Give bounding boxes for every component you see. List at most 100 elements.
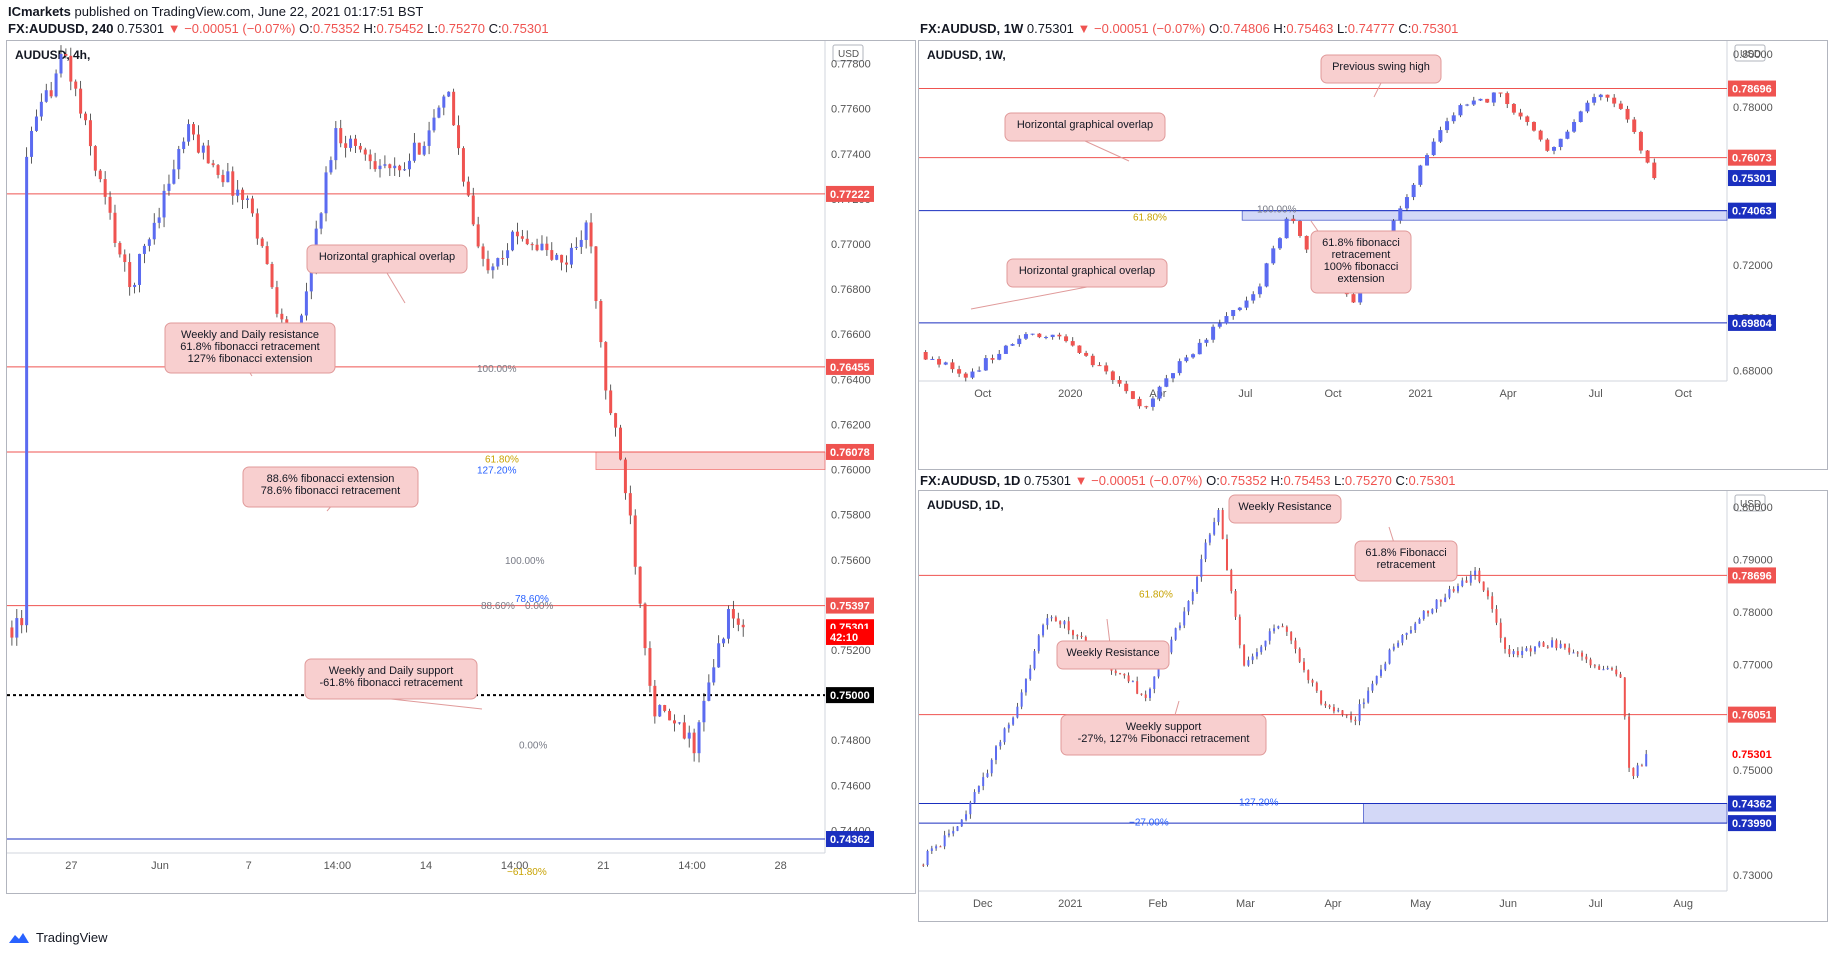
candle-body[interactable] xyxy=(59,53,63,74)
candle-body[interactable] xyxy=(997,353,1002,360)
candle-body[interactable] xyxy=(1117,379,1122,384)
candle-body[interactable] xyxy=(1187,601,1190,612)
candle-body[interactable] xyxy=(280,313,284,320)
candle-body[interactable] xyxy=(1632,767,1635,777)
candle-body[interactable] xyxy=(1271,248,1276,264)
candle-body[interactable] xyxy=(1332,707,1335,712)
candle-body[interactable] xyxy=(1320,690,1323,704)
candle-body[interactable] xyxy=(1452,589,1455,592)
candle-body[interactable] xyxy=(1397,642,1400,647)
candle-body[interactable] xyxy=(447,91,451,97)
candle-body[interactable] xyxy=(1401,635,1404,643)
candle-body[interactable] xyxy=(1606,668,1609,670)
candle-body[interactable] xyxy=(1645,754,1648,767)
candle-body[interactable] xyxy=(1144,406,1149,408)
candle-body[interactable] xyxy=(653,685,657,717)
candle-body[interactable] xyxy=(648,648,652,686)
candle-body[interactable] xyxy=(682,722,686,739)
candle-body[interactable] xyxy=(697,722,701,754)
candle-body[interactable] xyxy=(1538,130,1543,140)
candle-body[interactable] xyxy=(1625,108,1630,120)
candle-body[interactable] xyxy=(255,213,259,239)
candle-body[interactable] xyxy=(265,246,269,265)
candle-body[interactable] xyxy=(935,846,938,849)
candle-body[interactable] xyxy=(407,160,411,170)
candle-body[interactable] xyxy=(1563,643,1566,648)
candle-body[interactable] xyxy=(1200,559,1203,578)
candle-body[interactable] xyxy=(525,238,529,245)
candle-body[interactable] xyxy=(25,156,29,626)
candle-body[interactable] xyxy=(658,705,662,717)
candle-body[interactable] xyxy=(1251,294,1256,301)
callout-box[interactable] xyxy=(1004,112,1166,142)
candle-body[interactable] xyxy=(1504,637,1507,650)
candle-body[interactable] xyxy=(1064,336,1069,342)
candle-body[interactable] xyxy=(1498,92,1503,94)
candle-body[interactable] xyxy=(93,146,97,171)
candle-body[interactable] xyxy=(1044,337,1049,339)
candle-body[interactable] xyxy=(1244,300,1249,308)
candle-body[interactable] xyxy=(192,124,196,135)
callout-box[interactable] xyxy=(304,658,478,700)
candle-body[interactable] xyxy=(1411,184,1416,198)
candle-body[interactable] xyxy=(1178,625,1181,629)
candle-body[interactable] xyxy=(378,165,382,170)
candle-body[interactable] xyxy=(736,618,740,625)
chart-panel-1d[interactable]: AUDUSD, 1D, USD 0.80000 0.79000 0.78000 0.770… xyxy=(918,490,1828,922)
candle-body[interactable] xyxy=(1451,115,1456,122)
candle-body[interactable] xyxy=(952,830,955,834)
candle-body[interactable] xyxy=(1525,648,1528,651)
candle-body[interactable] xyxy=(1469,575,1472,583)
candle-body[interactable] xyxy=(930,358,935,360)
candle-body[interactable] xyxy=(1538,642,1541,647)
candle-body[interactable] xyxy=(1281,626,1284,628)
candle-body[interactable] xyxy=(1059,621,1062,625)
candle-body[interactable] xyxy=(1491,92,1496,103)
callout-box[interactable] xyxy=(1228,494,1342,524)
candle-body[interactable] xyxy=(1505,93,1510,105)
candle-body[interactable] xyxy=(152,222,156,240)
candle-body[interactable] xyxy=(1499,622,1502,638)
candle-body[interactable] xyxy=(1007,724,1010,729)
candle-body[interactable] xyxy=(1638,131,1643,151)
candle-body[interactable] xyxy=(236,189,240,196)
candle-body[interactable] xyxy=(947,833,950,836)
candle-body[interactable] xyxy=(1110,371,1115,380)
candle-body[interactable] xyxy=(1170,639,1173,653)
candle-body[interactable] xyxy=(930,848,933,851)
candle-body[interactable] xyxy=(1404,197,1409,209)
candle-body[interactable] xyxy=(1191,591,1194,602)
candle-body[interactable] xyxy=(1585,656,1588,660)
candle-body[interactable] xyxy=(54,73,58,97)
candle-body[interactable] xyxy=(1157,386,1162,399)
candle-body[interactable] xyxy=(1144,694,1147,698)
candle-body[interactable] xyxy=(216,165,220,175)
candle-body[interactable] xyxy=(1077,345,1082,353)
candle-body[interactable] xyxy=(1023,334,1028,339)
symbol[interactable]: FX:AUDUSD, 240 xyxy=(8,21,114,36)
footer-brand[interactable]: TradingView xyxy=(36,930,108,945)
candle-body[interactable] xyxy=(187,124,191,142)
candle-body[interactable] xyxy=(1438,130,1443,142)
candle-body[interactable] xyxy=(30,130,34,157)
candle-body[interactable] xyxy=(1264,640,1267,647)
candle-body[interactable] xyxy=(530,244,534,246)
candle-body[interactable] xyxy=(555,254,559,260)
candle-body[interactable] xyxy=(994,746,997,760)
candle-body[interactable] xyxy=(275,287,279,314)
candle-body[interactable] xyxy=(1114,670,1117,674)
candle-body[interactable] xyxy=(1525,116,1530,122)
candle-body[interactable] xyxy=(162,190,166,218)
candle-body[interactable] xyxy=(1012,717,1015,725)
candle-body[interactable] xyxy=(1371,683,1374,691)
candle-body[interactable] xyxy=(1136,681,1139,694)
candle-body[interactable] xyxy=(950,362,955,370)
callout-box[interactable] xyxy=(242,466,419,508)
callout-box[interactable] xyxy=(1006,258,1168,288)
candle-body[interactable] xyxy=(118,242,122,255)
publisher-name[interactable]: ICmarkets xyxy=(8,4,71,19)
candle-body[interactable] xyxy=(211,163,215,166)
candle-body[interactable] xyxy=(373,161,377,170)
candle-body[interactable] xyxy=(1054,617,1057,622)
candle-body[interactable] xyxy=(1598,94,1603,98)
